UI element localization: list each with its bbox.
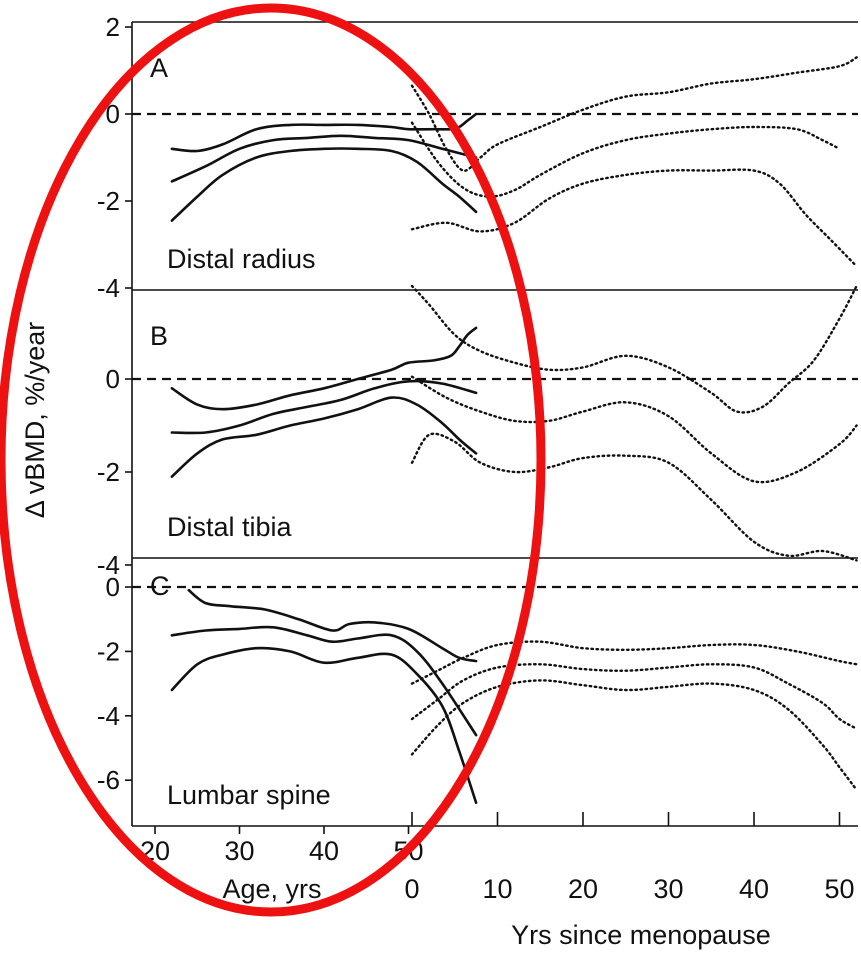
y-tick-label: -4 (97, 550, 120, 580)
panel-c: 0 -2 -4 -6 C Lumbar spine (97, 571, 858, 810)
menopause-tick-label: 20 (568, 874, 598, 904)
axes-frame (131, 21, 858, 827)
menopause-series-line-2 (410, 663, 858, 730)
panel-a: 2 0 -2 -4 A Distal radius (97, 12, 858, 303)
age-series-line-1 (187, 588, 478, 663)
site-label: Lumbar spine (167, 780, 331, 810)
menopause-series-line-2 (410, 121, 841, 198)
menopause-series-line-1 (410, 56, 858, 172)
age-tick-label: 40 (309, 836, 339, 866)
y-tick-label: -6 (97, 765, 120, 795)
menopause-tick-label: 50 (824, 874, 854, 904)
menopause-tick-label: 10 (482, 874, 512, 904)
menopause-series-line-2 (410, 375, 858, 484)
panel-letter: A (150, 53, 168, 83)
menopause-axis-label: Yrs since menopause (511, 920, 771, 950)
panel-b: 0 -2 -4 B Distal tibia (97, 284, 858, 580)
age-series-line-1 (170, 326, 478, 411)
menopause-series-line-1 (410, 284, 858, 414)
age-series-line-2 (170, 379, 478, 435)
menopause-series-line-3 (410, 679, 858, 792)
y-tick-label: -2 (97, 186, 120, 216)
y-tick-label: 0 (106, 99, 120, 129)
age-series-line-3 (170, 646, 478, 804)
highlight-ellipse (0, 3, 546, 917)
y-tick-label: 2 (106, 12, 120, 42)
age-series-line-3 (170, 396, 478, 478)
y-axis-label: Δ vBMD, %/year (20, 322, 50, 519)
panel-letter: B (150, 321, 168, 351)
panel-letter: C (150, 571, 170, 601)
age-axis-label: Age, yrs (222, 874, 321, 904)
y-tick-label: -4 (97, 701, 120, 731)
menopause-series-line-3 (410, 168, 858, 268)
y-tick-label: 0 (106, 572, 120, 602)
menopause-tick-label: 40 (739, 874, 769, 904)
y-tick-label: -2 (97, 457, 120, 487)
menopause-series-line-1 (410, 640, 858, 685)
menopause-tick-label: 0 (404, 874, 419, 904)
y-tick-label: -4 (97, 273, 120, 303)
menopause-series-line-3 (410, 432, 858, 562)
site-label: Distal tibia (167, 512, 293, 542)
menopause-tick-label: 30 (653, 874, 683, 904)
age-tick-label: 30 (224, 836, 254, 866)
y-tick-label: -2 (97, 636, 120, 666)
y-tick-label: 0 (106, 364, 120, 394)
age-series-line-3 (170, 147, 478, 222)
site-label: Distal radius (167, 244, 316, 274)
age-series-line-2 (170, 625, 478, 737)
